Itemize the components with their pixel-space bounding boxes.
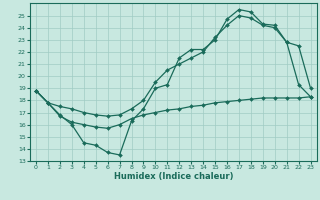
X-axis label: Humidex (Indice chaleur): Humidex (Indice chaleur) [114, 172, 233, 181]
